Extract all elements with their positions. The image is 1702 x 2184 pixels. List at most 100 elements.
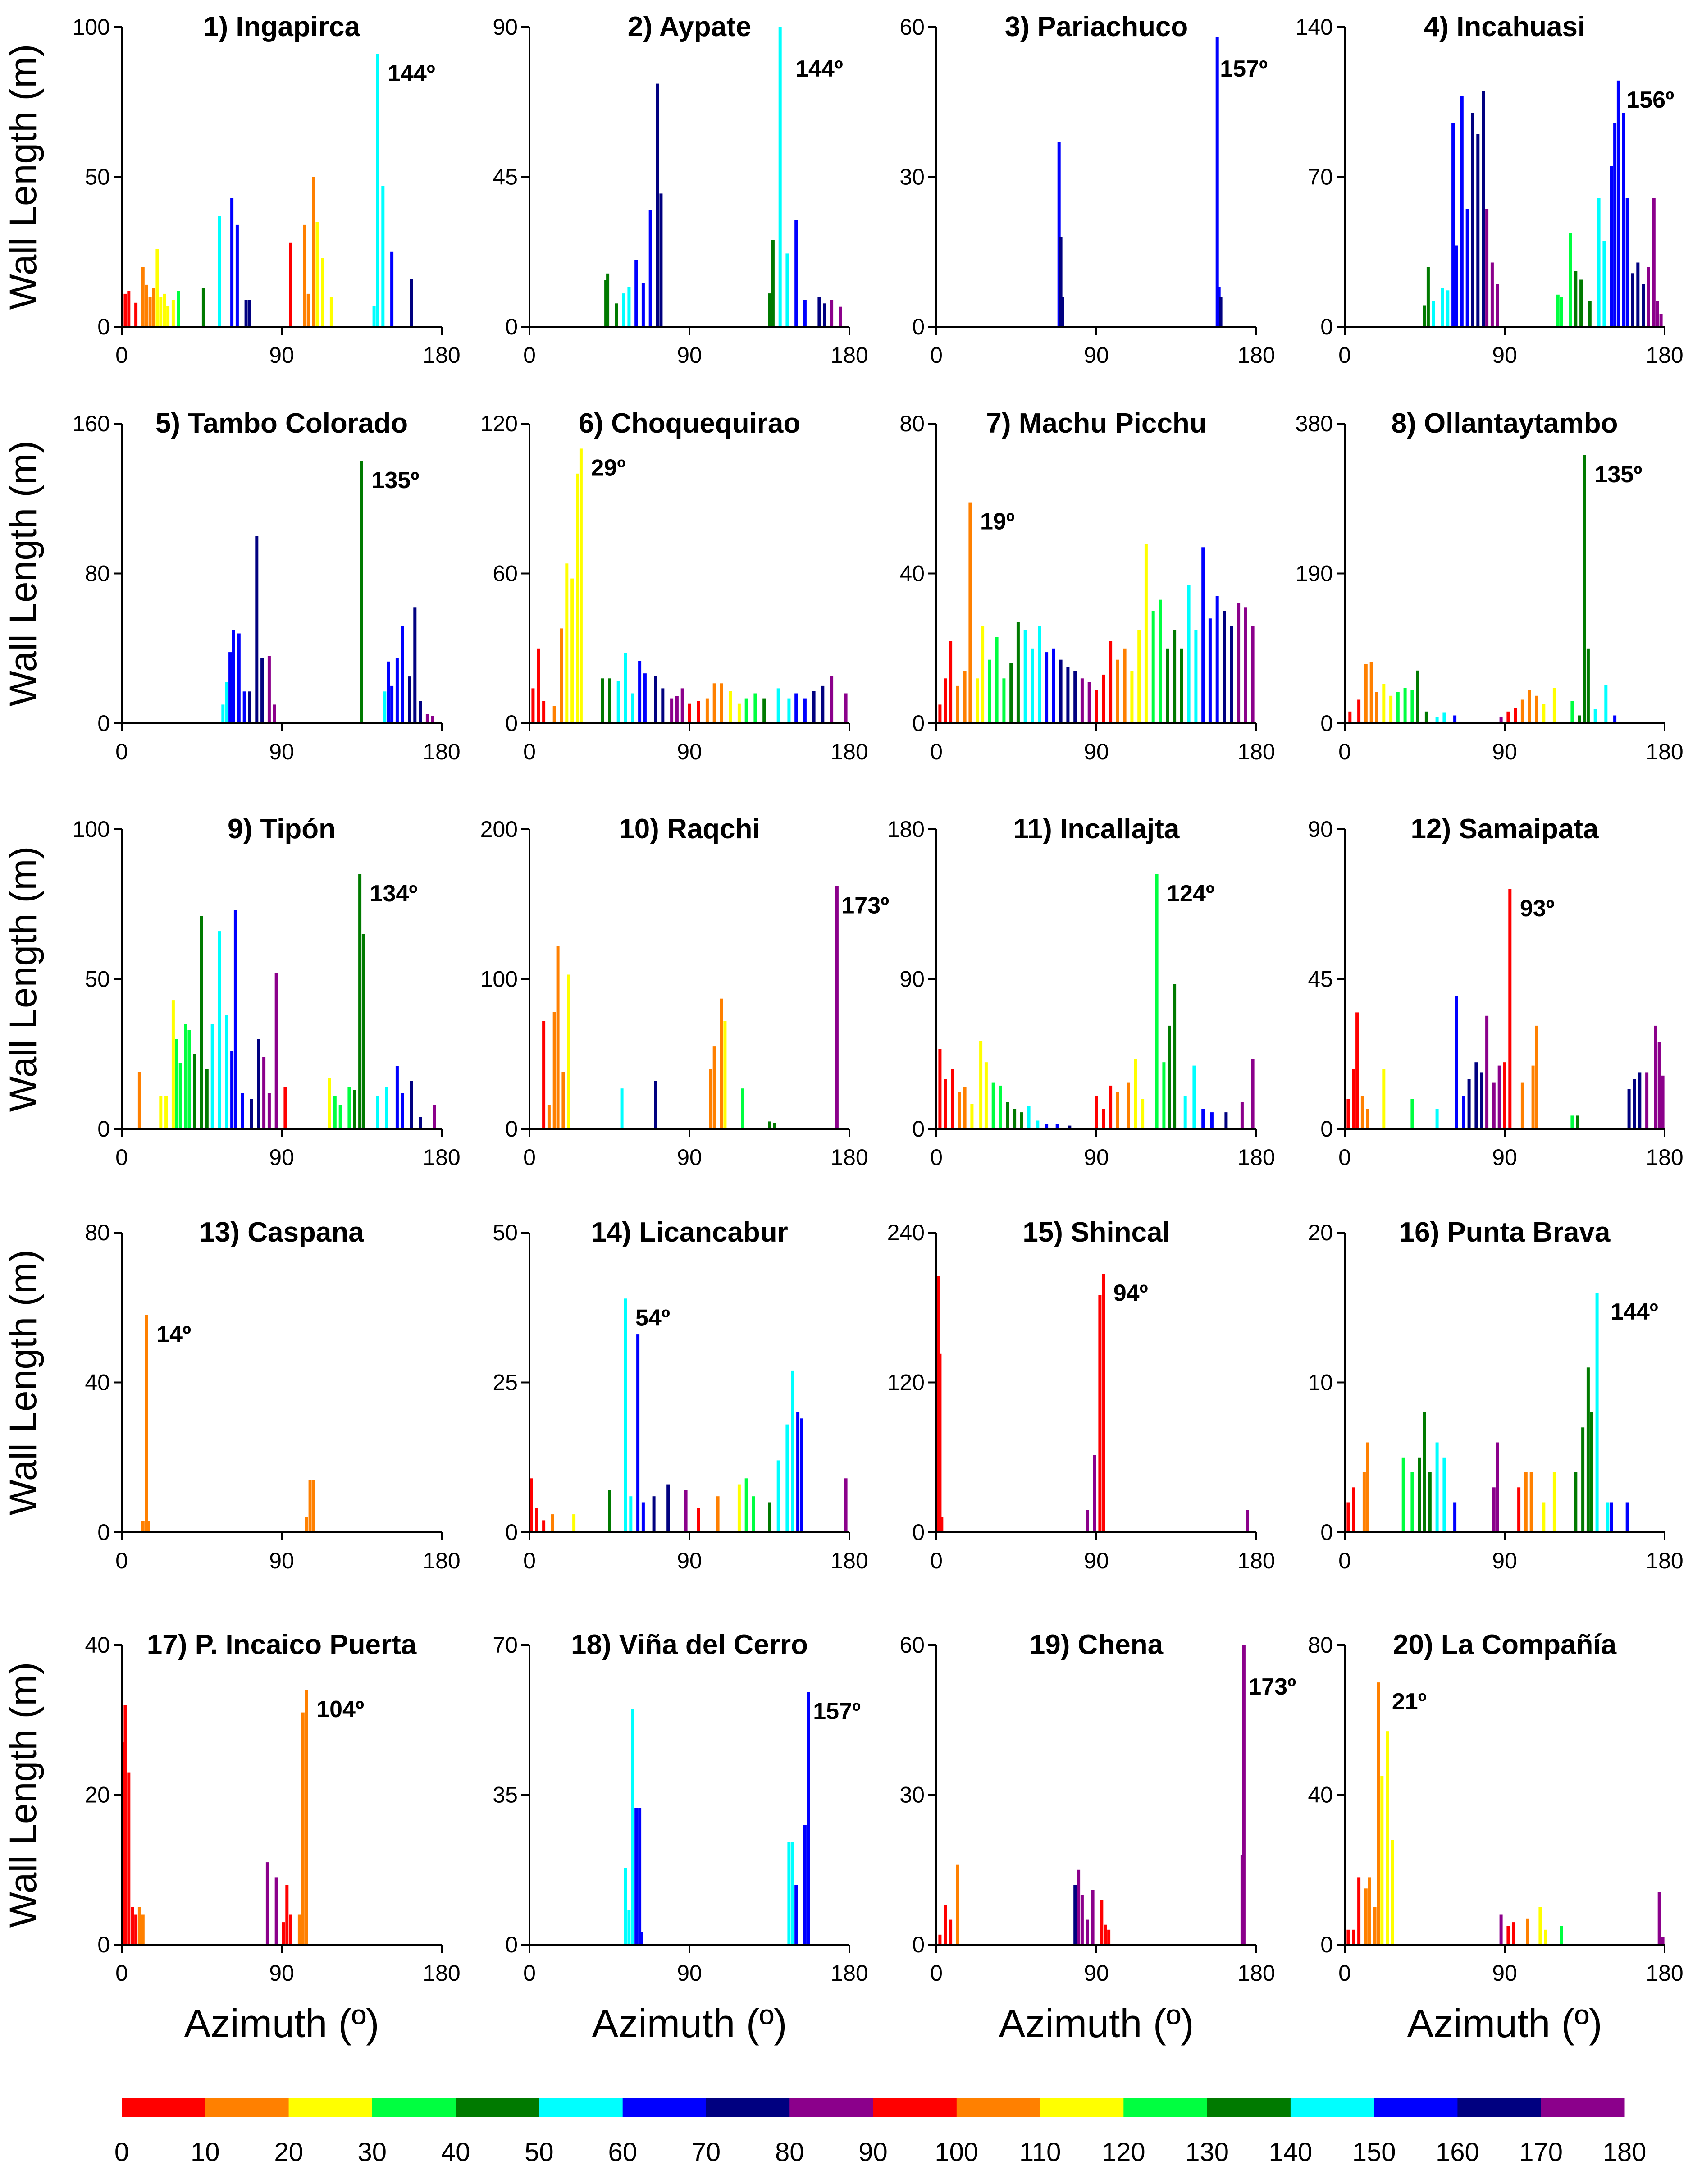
bar (773, 1123, 776, 1129)
bar (991, 1082, 995, 1129)
chart-panel-2: 0 45 90 0 90 180 2) Aypate 144º (493, 11, 868, 368)
bar (1595, 1293, 1599, 1532)
y-tick-label: 30 (899, 1782, 925, 1808)
bar (697, 1508, 700, 1532)
bar (1240, 1102, 1244, 1129)
x-tick-label: 180 (1646, 1145, 1683, 1170)
bar (315, 222, 319, 327)
bar (1574, 271, 1578, 327)
azimuth-colorbar: 0 10 20 30 40 50 60 70 80 90 100 110 120 130 140 150 160… (114, 2098, 1646, 2167)
peak-azimuth-label: 19º (980, 509, 1015, 535)
bar (839, 306, 842, 327)
bar (1183, 1096, 1187, 1129)
bar (410, 279, 413, 327)
bar (768, 1502, 771, 1532)
bar (1027, 1106, 1031, 1129)
bar (556, 946, 560, 1129)
bar (776, 1460, 780, 1532)
bar (166, 306, 170, 327)
bar (1432, 301, 1435, 327)
y-tick-label: 45 (493, 164, 518, 190)
peak-azimuth-label: 104º (316, 1696, 364, 1723)
bar (624, 1868, 627, 1945)
x-tick-label: 90 (1084, 343, 1109, 368)
bar (1166, 648, 1169, 724)
bar (360, 461, 363, 723)
bar (1346, 1099, 1350, 1129)
y-tick-label: 80 (85, 1220, 110, 1245)
x-tick-label: 90 (269, 343, 294, 368)
bar (338, 1105, 342, 1129)
bar (1109, 1085, 1113, 1129)
bar (720, 683, 723, 723)
bar (413, 607, 417, 723)
bar (1045, 652, 1049, 723)
chart-panel-17: 0 20 40 0 90 180 17) P. Incaico Puerta 104º Wall… (2, 1629, 461, 2046)
bar (741, 1088, 744, 1129)
bar (361, 934, 365, 1129)
bar (1006, 1102, 1009, 1129)
bar (1036, 1120, 1040, 1129)
bar (262, 1057, 266, 1129)
bar (1497, 1065, 1501, 1129)
bar (1410, 1099, 1414, 1129)
bar (565, 563, 569, 723)
bar (145, 284, 148, 327)
bar (141, 267, 145, 327)
bar (796, 1412, 800, 1532)
bar (274, 1877, 278, 1945)
chart-title: 5) Tambo Colorado (155, 408, 408, 439)
y-tick-label: 200 (480, 817, 518, 842)
peak-azimuth-label: 29º (591, 455, 625, 481)
bar (372, 306, 376, 327)
bar (1453, 715, 1457, 723)
bar (308, 1480, 312, 1532)
bar (1173, 630, 1177, 723)
bar (329, 297, 333, 327)
bar (666, 1484, 670, 1532)
x-tick-label: 180 (1237, 1960, 1275, 1986)
bar (175, 1039, 178, 1129)
bar (1520, 699, 1524, 723)
peak-azimuth-label: 135º (1595, 461, 1643, 488)
chart-panel-3: 0 30 60 0 90 180 3) Pariachuco 157º (899, 11, 1275, 368)
bar (830, 676, 834, 723)
bar (1382, 1069, 1386, 1129)
bar (1581, 1427, 1585, 1533)
colorbar-segment (372, 2098, 456, 2117)
colorbar-segment (1123, 2098, 1208, 2117)
bar (1208, 618, 1212, 724)
y-tick-label: 240 (887, 1220, 925, 1245)
bar (608, 678, 611, 724)
x-tick-label: 180 (830, 1548, 868, 1573)
bar (627, 1910, 631, 1945)
bar (285, 1885, 289, 1945)
bar (383, 691, 387, 723)
peak-azimuth-label: 157º (813, 1699, 861, 1725)
bar (1552, 688, 1556, 724)
colorbar-segment (456, 2098, 539, 2117)
bar (1613, 123, 1617, 327)
bar (171, 300, 175, 327)
bar (200, 916, 203, 1129)
bar (705, 698, 709, 723)
bar (376, 1096, 379, 1129)
bar (1352, 1929, 1355, 1945)
bar (1059, 659, 1063, 723)
y-axis-label: Wall Length (m) (2, 1250, 44, 1516)
bar (210, 1024, 214, 1129)
x-tick-label: 180 (423, 1548, 460, 1573)
bar (1455, 996, 1458, 1129)
bar (794, 220, 798, 327)
bar (242, 691, 246, 723)
chart-panel-14: 0 25 50 0 90 180 14) Licancabur 54º (493, 1217, 868, 1573)
bar (1462, 1096, 1465, 1129)
bar (1602, 241, 1606, 327)
y-tick-label: 0 (97, 1116, 110, 1142)
bar (744, 698, 748, 723)
bar (1144, 544, 1148, 723)
bar (385, 1087, 388, 1129)
bar (1524, 1472, 1528, 1532)
bar (148, 297, 152, 327)
chart-title: 9) Tipón (228, 813, 336, 845)
